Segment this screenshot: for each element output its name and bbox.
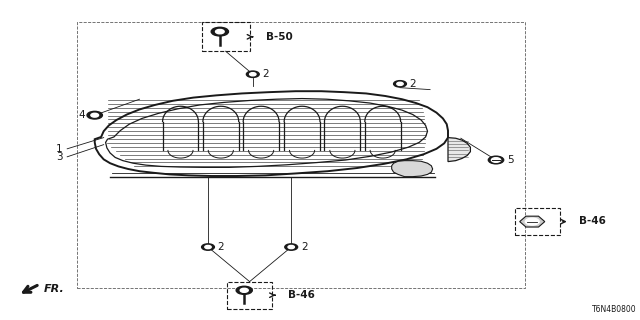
Text: B-50: B-50 [266, 32, 292, 42]
Text: 5: 5 [508, 155, 514, 165]
Polygon shape [448, 138, 470, 162]
Polygon shape [392, 161, 433, 177]
Text: 1: 1 [56, 144, 63, 154]
Circle shape [397, 82, 403, 85]
Circle shape [525, 218, 539, 225]
Circle shape [250, 73, 256, 76]
Text: 4: 4 [79, 110, 85, 120]
Circle shape [211, 27, 228, 36]
Text: T6N4B0800: T6N4B0800 [592, 305, 637, 314]
Text: 2: 2 [218, 242, 224, 252]
Text: 2: 2 [262, 69, 269, 79]
Text: 2: 2 [410, 79, 416, 89]
Polygon shape [520, 216, 545, 227]
Circle shape [246, 71, 259, 77]
Text: B-46: B-46 [579, 216, 606, 227]
Circle shape [202, 244, 214, 250]
Circle shape [492, 158, 500, 162]
Text: FR.: FR. [44, 284, 64, 294]
Circle shape [205, 245, 211, 249]
Circle shape [240, 288, 248, 292]
Circle shape [285, 244, 298, 250]
Circle shape [91, 113, 99, 117]
Circle shape [87, 111, 102, 119]
Circle shape [394, 81, 406, 87]
Text: B-46: B-46 [288, 290, 315, 300]
Text: 2: 2 [301, 242, 307, 252]
Circle shape [236, 286, 252, 294]
Circle shape [288, 245, 294, 249]
Circle shape [216, 29, 224, 34]
Circle shape [488, 156, 504, 164]
Text: 3: 3 [56, 152, 63, 162]
